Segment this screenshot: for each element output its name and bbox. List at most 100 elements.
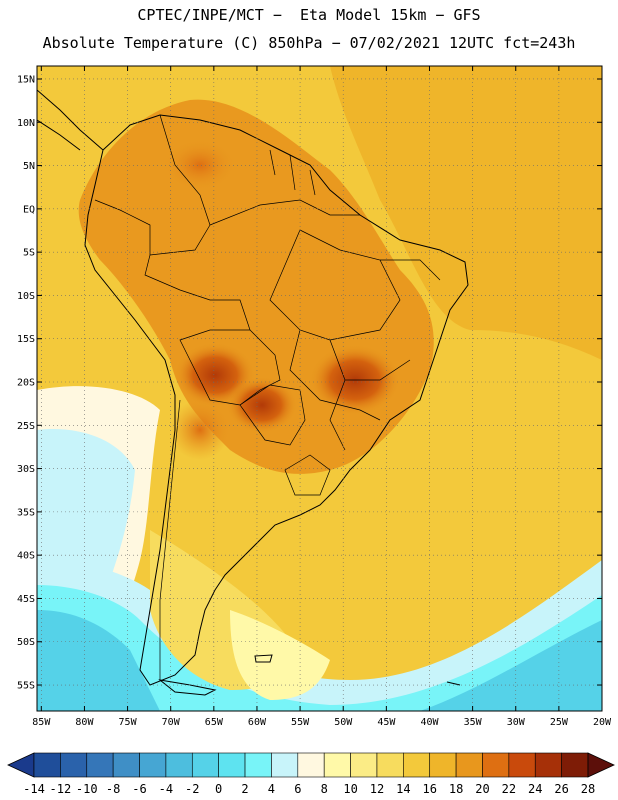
border-brazil-north [209,199,360,226]
colorbar-label: 24 [528,782,542,796]
lon-label: 80W [75,717,94,728]
lat-label: 25S [17,421,35,432]
chart-title-line2: Absolute Temperature (C) 850hPa − 07/02/… [42,34,576,52]
lon-label: 75W [119,717,138,728]
lon-label: 25W [550,717,569,728]
field-warm-core-andes [170,400,230,460]
colorbar-swatch [323,752,351,778]
colorbar-label: 8 [321,782,328,796]
colorbar-label: 26 [554,782,568,796]
lat-label: 55S [17,681,35,692]
colorbar-swatch [429,752,457,778]
lon-label: 40W [420,717,439,728]
lat-label: 20S [17,378,35,389]
lon-label: 50W [334,717,353,728]
lon-label: 85W [32,717,51,728]
colorbar-swatch [297,752,325,778]
tierra-del-fuego-coastline [158,679,217,696]
colorbar-label: 20 [475,782,489,796]
colorbar-swatch [534,752,562,778]
colorbar-swatch [403,752,431,778]
lon-label: 65W [205,717,224,728]
colorbar-swatch [244,752,272,778]
colorbar-swatch [112,752,140,778]
colorbar [7,752,615,778]
field-southeast-coldest [420,620,602,711]
colorbar-swatch [165,752,193,778]
colorbar-label: 16 [422,782,436,796]
lat-axis-labels: 15N 10N 5N EQ 5S 10S 15S 20S 25S 30S 35S 40S 45S 50S 5… [17,74,35,691]
lat-label: 50S [17,637,35,648]
field-pacific-cold [37,429,135,580]
colorbar-arrow-high [587,752,615,778]
colorbar-label: 4 [268,782,275,796]
colorbar-swatch [33,752,61,778]
map-field [37,66,602,711]
border-colombia-venezuela [149,114,211,256]
border-argentina-chile [159,399,181,680]
colorbar-swatch [508,752,536,778]
lon-label: 55W [291,717,310,728]
colorbar-label: 10 [343,782,357,796]
colorbar-swatch [376,752,404,778]
lon-label: 30W [507,717,526,728]
lat-label: 10S [17,291,35,302]
colorbar-label: -8 [106,782,120,796]
lat-label: 15S [17,334,35,345]
field-southwest-coldest [37,610,160,711]
colorbar-swatch [561,752,589,778]
colorbar-arrow-low [7,752,35,778]
field-atlantic-warm [330,66,602,360]
border-ecuador [94,199,151,255]
lon-label: 45W [377,717,396,728]
country-borders [94,114,441,680]
south-georgia-coastline [446,681,461,686]
falklands-coastline [254,654,273,663]
colorbar-swatch [271,752,299,778]
lon-label: 60W [248,717,267,728]
lon-label: 70W [162,717,181,728]
border-peru-brazil [144,254,251,331]
colorbar-label: 0 [215,782,222,796]
colorbar-swatch [218,752,246,778]
lon-label: 35W [464,717,483,728]
colorbar-swatch [86,752,114,778]
colorbar-label: -2 [185,782,199,796]
colorbar-label: 28 [581,782,595,796]
colorbar-swatch [482,752,510,778]
border-uruguay [284,454,331,496]
lon-axis-labels: 85W 80W 75W 70W 65W 60W 55W 50W 45W 40W 35W 30W 25W 2… [32,717,612,728]
colorbar-label: -10 [76,782,98,796]
colorbar-label: 12 [370,782,384,796]
colorbar-label: -14 [23,782,45,796]
colorbar-label: -4 [159,782,173,796]
colorbar-label: 2 [241,782,248,796]
colorbar-swatch [139,752,167,778]
colorbar-label: 14 [396,782,410,796]
colorbar-swatch [191,752,219,778]
lat-label: 45S [17,594,35,605]
border-guianas [269,149,316,196]
central-america-coastline [37,89,104,151]
field-warm-core-venezuela [165,140,235,190]
lat-label: 5S [23,248,35,259]
colorbar-swatch [350,752,378,778]
border-paraguay [239,384,306,446]
chart-title-line1: CPTEC/INPE/MCT − Eta Model 15km − GFS [137,6,481,24]
colorbar-label: 6 [294,782,301,796]
colorbar-swatch [60,752,88,778]
colorbar-label: -12 [50,782,72,796]
lat-label: 30S [17,464,35,475]
axis-ticks [37,66,603,711]
colorbar-label: 18 [449,782,463,796]
map-frame [36,65,603,712]
lat-label: 35S [17,507,35,518]
colorbar-label: 22 [502,782,516,796]
lat-label: 10N [17,118,35,129]
field-hot-core-paraguay [227,377,297,433]
lat-label: EQ [23,204,35,215]
field-southern-colder [37,585,602,711]
lat-label: 5N [23,161,35,172]
colorbar-swatch [455,752,483,778]
